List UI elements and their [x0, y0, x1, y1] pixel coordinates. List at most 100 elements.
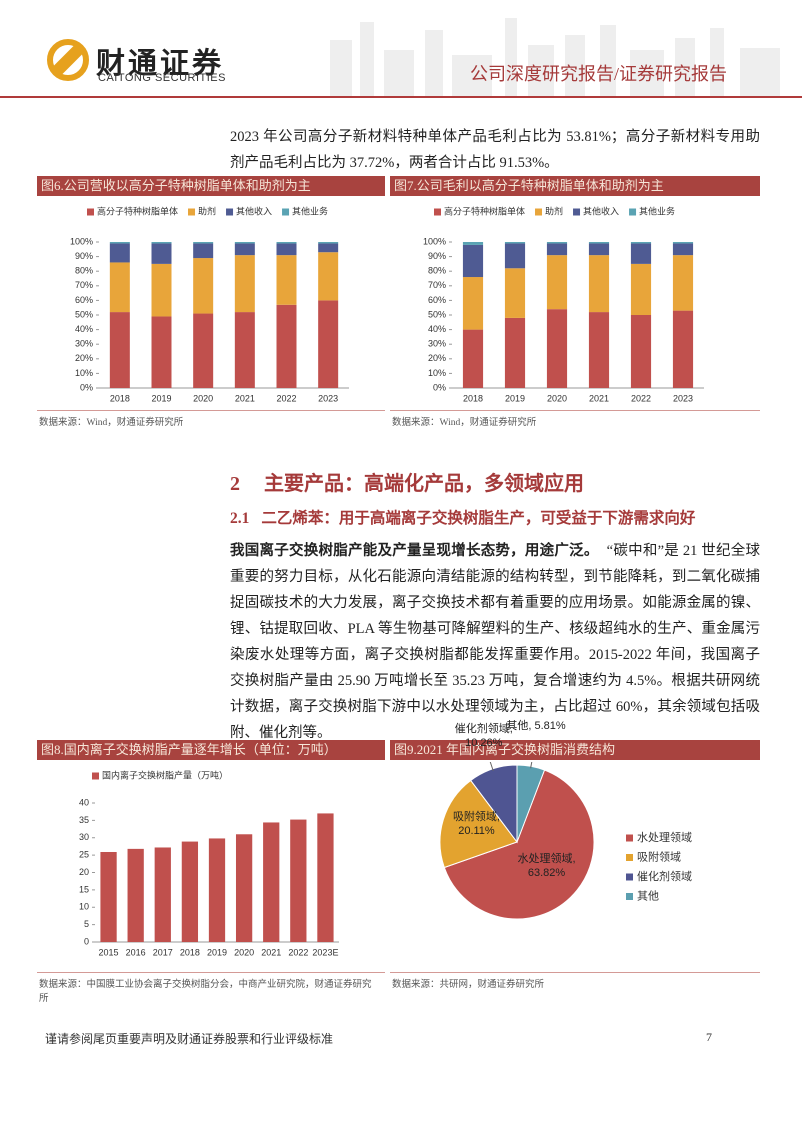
x-tick-label: 2015 — [99, 947, 119, 957]
bar — [630, 315, 652, 388]
bar — [672, 243, 694, 256]
subsection-title: 二乙烯苯：用于高端离子交换树脂生产，可受益于下游需求向好 — [261, 510, 696, 527]
figure-source: 数据来源：共研网，财通证券研究所 — [392, 980, 545, 990]
bar — [546, 242, 568, 244]
bar — [290, 819, 307, 942]
legend-label: 其他业务 — [292, 205, 328, 216]
legend-label: 催化剂领域 — [637, 869, 692, 883]
bar — [462, 277, 484, 330]
x-tick-label: 2021 — [589, 393, 609, 403]
bar — [234, 242, 255, 244]
x-tick-label: 2016 — [126, 947, 146, 957]
logo-cn: 财通证券 — [96, 46, 225, 80]
leader-line — [489, 762, 494, 772]
legend-swatch — [87, 208, 94, 216]
figure-caption: 图9.2021 年国内离子交换树脂消费结构 — [390, 740, 760, 760]
figure-caption: 图6.公司营收以高分子特种树脂单体和助剂为主 — [37, 176, 385, 196]
bar — [462, 244, 484, 278]
bar — [462, 242, 484, 245]
bar — [151, 242, 172, 244]
y-tick-label: 60% — [75, 295, 93, 305]
divider — [37, 972, 385, 973]
y-tick-label: 10% — [75, 368, 93, 378]
y-tick-label: 20% — [75, 353, 93, 363]
bar — [630, 243, 652, 264]
x-tick-label: 2021 — [261, 947, 281, 957]
y-tick-label: 0 — [84, 936, 89, 946]
legend-swatch — [282, 208, 290, 216]
legend-swatch — [226, 208, 234, 216]
bar — [208, 838, 226, 942]
y-tick-label: 70% — [75, 280, 93, 290]
pie-label: 其他, 5.81% — [506, 719, 566, 732]
legend-swatch — [626, 834, 633, 842]
paragraph: 我国离子交换树脂产能及产量呈现增长态势，用途广泛。 “碳中和”是 21 世纪全球重… — [230, 538, 760, 746]
report-type: 公司深度研究报告/证券研究报告 — [470, 64, 727, 84]
bar — [127, 848, 144, 942]
y-tick-label: 10% — [428, 368, 446, 378]
bar — [546, 243, 568, 256]
legend-label: 高分子特种树脂单体 — [444, 205, 525, 216]
bar — [234, 312, 255, 388]
y-tick-label: 0% — [433, 382, 446, 392]
bar — [151, 243, 172, 264]
y-tick-label: 70% — [428, 280, 446, 290]
bar — [276, 242, 297, 244]
y-tick-label: 5 — [84, 919, 89, 929]
bar — [462, 329, 484, 388]
legend-swatch — [434, 208, 441, 216]
x-tick-label: 2022 — [276, 393, 296, 403]
bar — [151, 316, 172, 388]
y-tick-label: 80% — [75, 266, 93, 276]
footer-disclaimer: 谨请参阅尾页重要声明及财通证券股票和行业评级标准 — [45, 1032, 334, 1046]
x-tick-label: 2018 — [180, 947, 200, 957]
bar — [318, 300, 339, 388]
x-tick-label: 2018 — [110, 393, 130, 403]
y-tick-label: 50% — [75, 309, 93, 319]
y-tick-label: 0% — [80, 382, 93, 392]
bar — [504, 317, 526, 388]
x-tick-label: 2019 — [207, 947, 227, 957]
legend-label: 水处理领域 — [637, 831, 692, 844]
legend-swatch — [626, 873, 633, 881]
y-tick-label: 40% — [75, 324, 93, 334]
bar — [193, 242, 214, 244]
figure-source: 数据来源：Wind，财通证券研究所 — [392, 418, 537, 428]
bar — [317, 813, 334, 942]
leader-line — [530, 762, 533, 769]
x-tick-label: 2023 — [673, 393, 693, 403]
subsection-heading: 2.1 二乙烯苯：用于高端离子交换树脂生产，可受益于下游需求向好 — [230, 506, 695, 528]
bar — [193, 243, 214, 259]
legend-label: 其他收入 — [236, 205, 272, 216]
legend-swatch — [573, 208, 581, 216]
pie-slice — [443, 769, 595, 920]
legend-label: 国内离子交换树脂产量（万吨） — [102, 769, 228, 780]
x-tick-label: 2019 — [151, 393, 171, 403]
x-tick-label: 2019 — [505, 393, 525, 403]
y-tick-label: 90% — [75, 251, 93, 261]
legend-swatch — [535, 208, 543, 216]
bar — [546, 255, 568, 310]
legend-label: 高分子特种树脂单体 — [97, 205, 178, 216]
chart: 国内离子交换树脂产量（万吨） 0 5 10 15 20 25 30 35 40 2015 2016 20… — [79, 769, 339, 957]
pie-label: 吸附领域, 20.11% — [452, 810, 500, 837]
divider — [390, 410, 760, 411]
bar — [588, 242, 610, 244]
bar — [276, 304, 297, 388]
chart: 高分子特种树脂单体 助剂 其他收入 其他业务 0% 10% 20% 30% 40% 50% 60% 7… — [70, 205, 349, 403]
legend-swatch — [188, 208, 196, 216]
section-heading: 2 主要产品：高端化产品，多领域应用 — [230, 467, 584, 496]
bar — [630, 263, 652, 315]
x-tick-label: 2022 — [288, 947, 308, 957]
legend-swatch — [629, 208, 637, 216]
bar — [672, 255, 694, 311]
legend-label: 其他业务 — [639, 205, 675, 216]
bar — [318, 242, 339, 244]
figure-caption: 图8.国内离子交换树脂产量逐年增长（单位：万吨） — [37, 740, 385, 760]
header-art — [0, 18, 802, 98]
y-tick-label: 40% — [428, 324, 446, 334]
bar — [318, 252, 339, 301]
bar — [588, 312, 610, 388]
